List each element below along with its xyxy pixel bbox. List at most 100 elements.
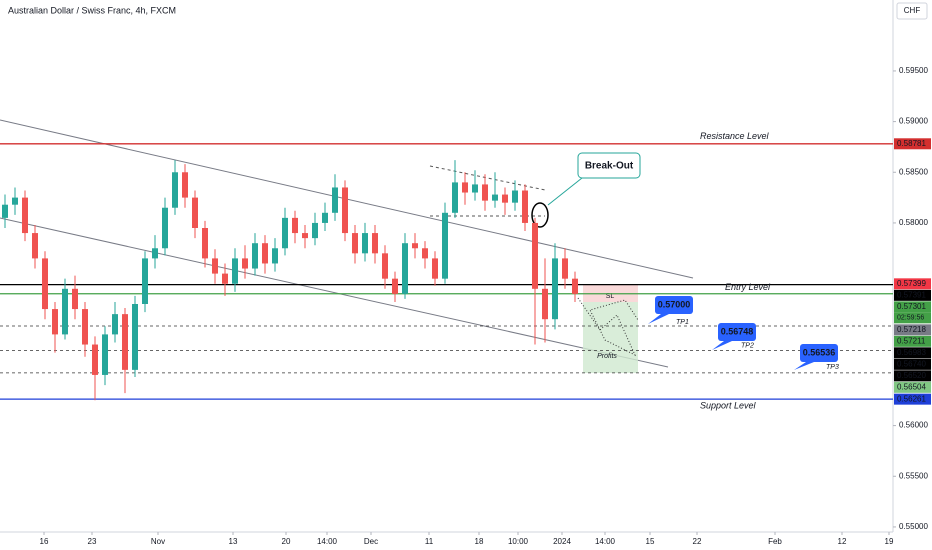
candle-body — [322, 212, 328, 223]
price-label-box — [894, 289, 931, 301]
countdown-box — [894, 312, 931, 324]
candle-body — [452, 182, 458, 213]
candle-body — [392, 278, 398, 294]
price-label: 0.57301 — [897, 302, 926, 311]
candle-body — [182, 172, 188, 198]
candle-body — [82, 309, 88, 345]
candle-body — [232, 258, 238, 284]
x-tick-label: 11 — [425, 537, 434, 546]
breakout-box — [577, 152, 641, 179]
x-tick-label: Feb — [768, 537, 782, 546]
level-name: Support Level — [700, 401, 757, 411]
price-label-box — [894, 381, 931, 393]
price-label-box — [894, 324, 931, 336]
candle-body — [312, 222, 318, 239]
candle-body — [492, 194, 498, 201]
y-tick-label: 0.55500 — [899, 471, 928, 480]
callout-tail — [547, 177, 583, 206]
candle-body — [412, 243, 418, 249]
x-tick-label: 13 — [229, 537, 238, 546]
price-label: 0.56504 — [897, 382, 926, 391]
candle-body — [242, 258, 248, 269]
x-tick-label: 2024 — [553, 537, 571, 546]
candle-body — [362, 233, 368, 254]
candle-body — [252, 243, 258, 269]
candle-body — [532, 222, 538, 289]
candle-body — [262, 243, 268, 264]
candle-body — [382, 253, 388, 279]
candle-body — [2, 204, 8, 218]
candle-body — [562, 258, 568, 279]
price-label-box — [894, 335, 931, 347]
candle-body — [572, 278, 578, 294]
candle-body — [192, 197, 198, 228]
candle-body — [52, 309, 58, 335]
candle-body — [342, 187, 348, 234]
chart-title: Australian Dollar / Swiss Franc, 4h, FXC… — [8, 5, 176, 15]
candle-body — [442, 212, 448, 279]
price-label-box — [894, 347, 931, 359]
candle-body — [402, 243, 408, 294]
candle-body — [172, 172, 178, 208]
candle-body — [502, 194, 508, 203]
candle-body — [302, 233, 308, 239]
candle-body — [152, 248, 158, 259]
candle-body — [42, 258, 48, 310]
breakout-label: Break-Out — [585, 161, 634, 172]
level-name: Entry Level — [725, 282, 771, 292]
x-tick-label: 10:00 — [508, 537, 529, 546]
level-name: TP2 — [741, 342, 754, 349]
x-tick-label: Nov — [151, 537, 165, 546]
projection-path — [577, 297, 639, 357]
callout-label: 0.56536 — [803, 347, 836, 357]
candle-body — [282, 217, 288, 249]
currency-box — [896, 2, 928, 20]
level-name: TP1 — [676, 319, 689, 326]
callout-box — [718, 323, 756, 341]
price-label: 0.57211 — [897, 336, 926, 345]
price-label-box — [894, 370, 931, 382]
candle-body — [22, 197, 28, 234]
candle-body — [422, 248, 428, 259]
candle-body — [62, 288, 68, 335]
callout-box — [800, 344, 838, 362]
candle-body — [32, 233, 38, 259]
price-label: 0.56261 — [897, 394, 926, 403]
sl-label: SL — [606, 293, 615, 300]
candle-body — [462, 182, 468, 193]
y-tick-label: 0.55000 — [899, 522, 928, 531]
candle-body — [222, 273, 228, 284]
callout-tail — [648, 314, 669, 324]
candle-body — [12, 197, 18, 205]
x-tick-label: 12 — [838, 537, 847, 546]
x-tick-label: 19 — [885, 537, 894, 546]
callout-label: 0.56748 — [721, 326, 754, 336]
price-label-box — [894, 301, 931, 313]
price-label: 0.58781 — [897, 139, 926, 148]
candle-body — [102, 334, 108, 375]
candle-body — [272, 248, 278, 264]
price-label: 0.56520 — [897, 371, 926, 380]
candle-body — [92, 344, 98, 375]
candle-body — [332, 187, 338, 213]
candle-body — [472, 184, 478, 193]
candle-body — [122, 314, 128, 370]
price-label: 0.57391 — [897, 290, 926, 299]
y-tick-label: 0.59500 — [899, 66, 928, 75]
price-label: 0.56983 — [897, 348, 926, 357]
profits-label: Profits — [597, 353, 617, 360]
y-tick-label: 0.58500 — [899, 167, 928, 176]
candle-body — [202, 228, 208, 259]
x-tick-label: 14:00 — [595, 537, 616, 546]
price-label: 0.57399 — [897, 279, 926, 288]
candle-body — [352, 233, 358, 254]
level-name: Resistance Level — [700, 131, 770, 141]
x-tick-label: 22 — [693, 537, 702, 546]
price-label-box — [894, 393, 931, 405]
candle-body — [292, 217, 298, 234]
callout-box — [655, 296, 693, 314]
candle-body — [372, 233, 378, 254]
candle-body — [552, 258, 558, 320]
